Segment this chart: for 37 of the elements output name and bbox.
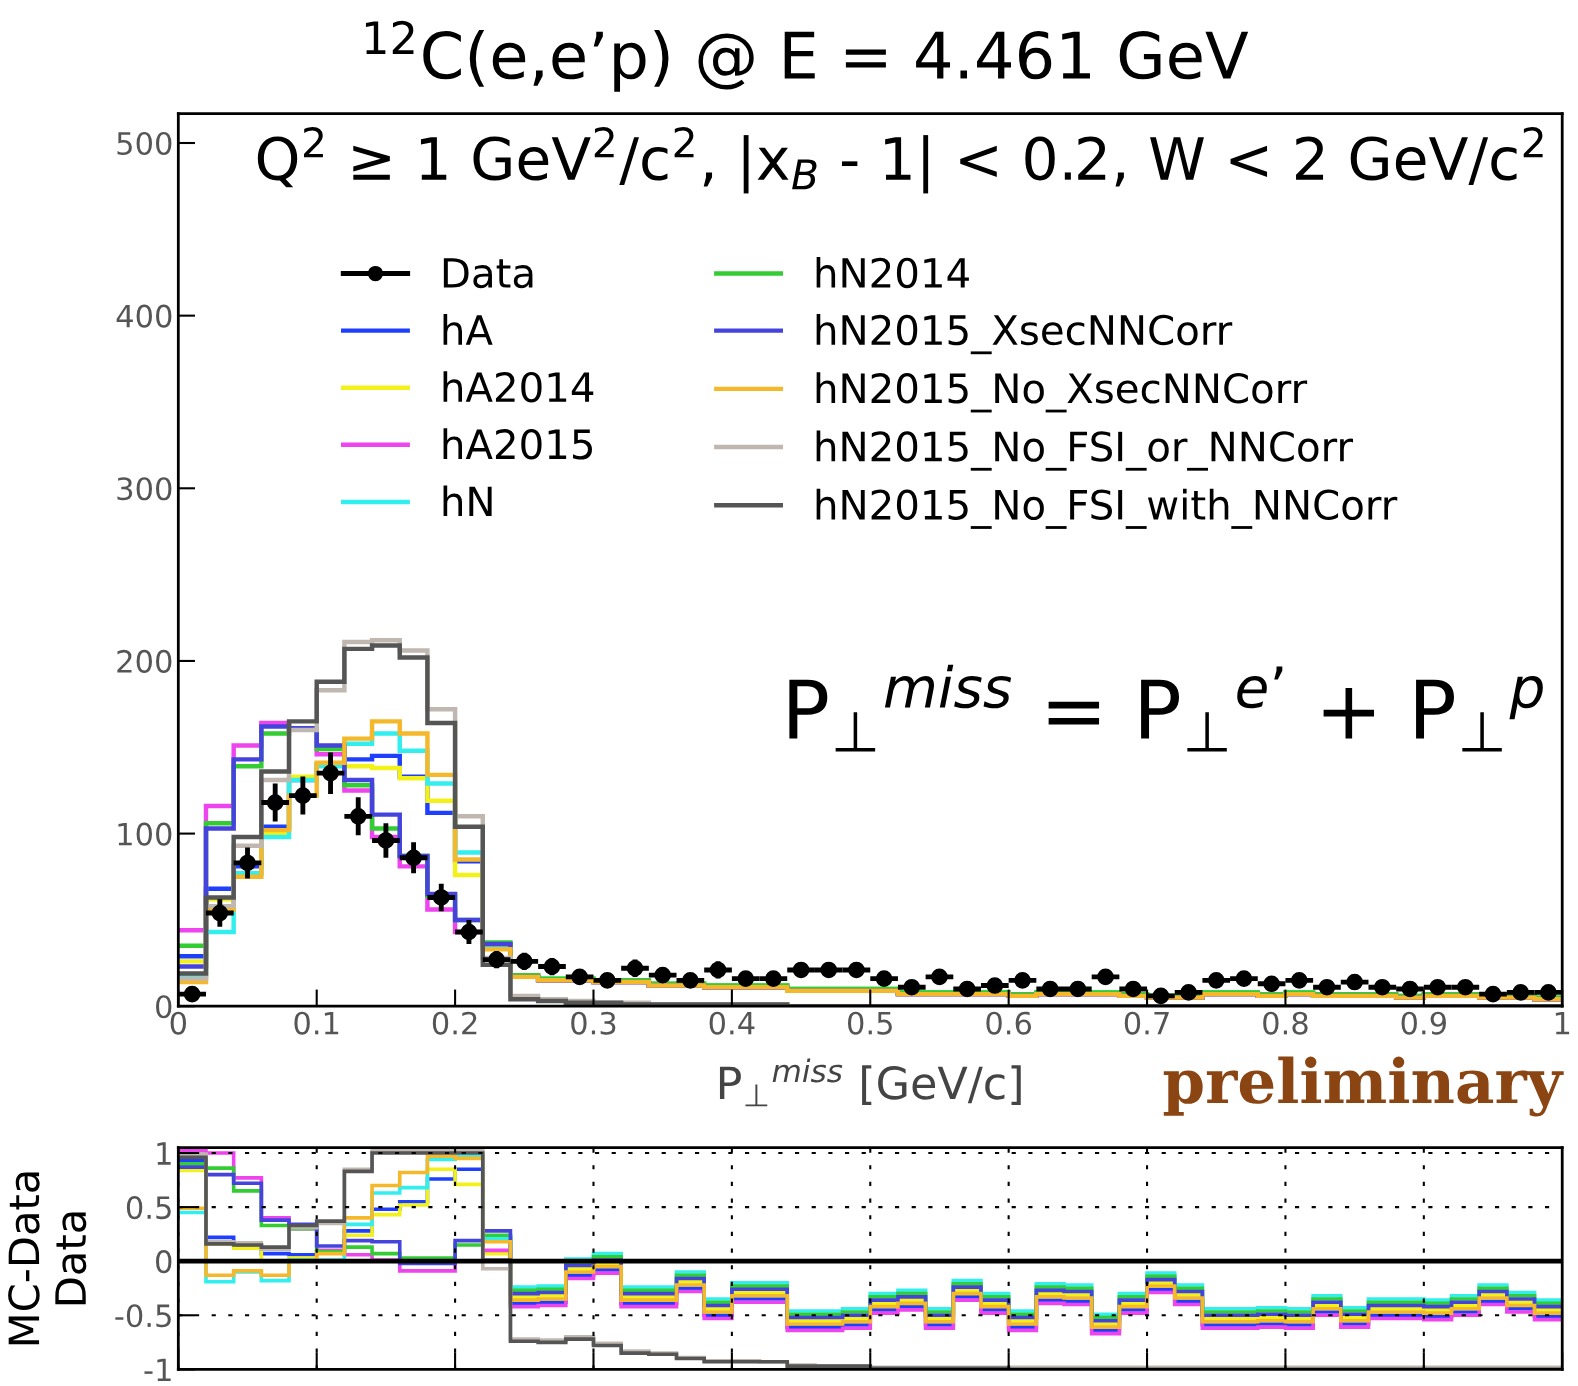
y-tick-label: -1 (144, 1358, 171, 1381)
x-axis-title: P$_{⊥}$$^{miss}$ [GeV/c] (719, 1058, 1021, 1107)
legend-label: hN2015_No_FSI_or_NNCorr (816, 430, 1354, 471)
text: preliminary (1163, 1056, 1564, 1117)
x-tick-label: 0.4 (709, 1011, 755, 1035)
x-tick-label: 0.6 (986, 1011, 1032, 1035)
x-tick-label: 0.2 (432, 1011, 477, 1035)
x-tick-label: 1 (1555, 1012, 1570, 1035)
legend-label: hN2014 (816, 257, 969, 289)
x-tick-label: 0.3 (571, 1011, 616, 1035)
text: Q$^{2}$ ≥ 1 GeV$^{2}$/c$^{2}$, |x$_{B}$ - 1| < 0.2, W < 2 GeV/c$^{2}$ (257, 127, 1543, 194)
y-tick-label: 500 (117, 131, 172, 156)
y-tick-label: 0 (156, 995, 172, 1019)
y-tick-label: 100 (118, 822, 172, 846)
y-tick-label: 0.5 (126, 1196, 171, 1220)
legend-label: hA2015 (443, 428, 592, 460)
legend-label: hN2015_No_FSI_with_NNCorr (816, 488, 1398, 529)
y-tick-label: 0 (156, 1250, 172, 1274)
legend-label: Data (443, 258, 533, 289)
legend-label: hN (443, 485, 492, 517)
x-tick-label: 0.1 (294, 1011, 339, 1035)
text: P$_{⊥}$$^{miss}$ = P$_{⊥}$$^{e’}$ + P$_{⊥}$$^{p}$ (789, 664, 1543, 752)
y-tick-label: -0.5 (115, 1304, 171, 1328)
x-tick-label: 0.7 (1124, 1011, 1169, 1035)
x-tick-label: 0.8 (1263, 1011, 1308, 1035)
legend-label: hN2015_XsecNNCorr (816, 314, 1233, 355)
chart-title: $^{12}$C(e,e’p) @ E = 4.461 GeV (365, 20, 1249, 92)
x-tick-label: 0.5 (847, 1011, 892, 1035)
y-tick-label: 400 (116, 304, 172, 328)
y-tick-label: 200 (117, 649, 172, 673)
y-axis-title: MC-Data Data (8, 1172, 87, 1345)
legend-label: hA (443, 314, 493, 345)
y-tick-label: 300 (117, 477, 172, 501)
x-tick-label: 0.9 (1401, 1011, 1446, 1035)
y-tick-label: 1 (157, 1142, 171, 1165)
legend-label: hN2015_No_XsecNNCorr (816, 372, 1308, 413)
legend-label: hA2014 (443, 371, 594, 403)
